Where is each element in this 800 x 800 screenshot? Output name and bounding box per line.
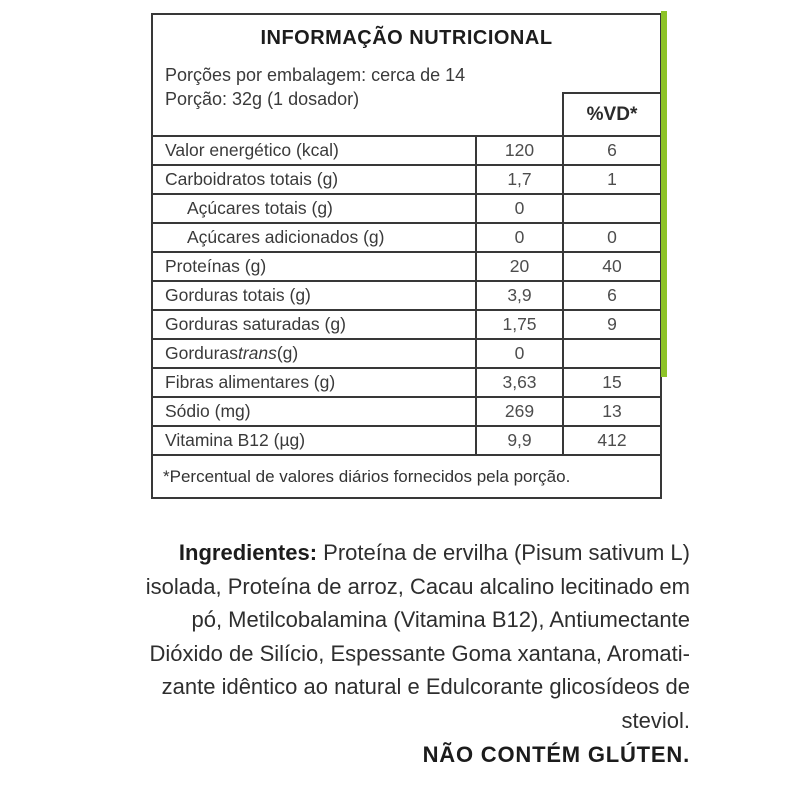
nutrient-name: Proteínas (g) xyxy=(165,256,267,276)
nutrient-amount: 1,75 xyxy=(475,311,562,338)
nutrient-dv: 412 xyxy=(562,427,660,454)
nutrient-row: Sódio (mg) 269 13 xyxy=(153,396,660,425)
nutrient-name: Sódio (mg) xyxy=(165,401,251,421)
nutrient-dv: 40 xyxy=(562,253,660,280)
nutrient-name: Gorduras totais (g) xyxy=(165,285,311,305)
nutrient-row: Gorduras totais (g) 3,9 6 xyxy=(153,280,660,309)
nutrient-row: Carboidratos totais (g) 1,7 1 xyxy=(153,164,660,193)
nutrient-name: Valor energético (kcal) xyxy=(165,140,339,160)
ingredients-line: zante idêntico ao natural e Edulcorante … xyxy=(161,674,690,699)
servings-per-package: Porções por embalagem: cerca de 14 xyxy=(165,65,466,85)
serving-size: Porção: 32g (1 dosador) xyxy=(165,89,360,109)
serving-info: Porções por embalagem: cerca de 14 Porçã… xyxy=(165,63,465,111)
nutrient-dv: 0 xyxy=(562,224,660,251)
daily-value-footnote: *Percentual de valores diários fornecido… xyxy=(153,454,660,497)
ingredients-line: steviol. xyxy=(621,707,690,733)
nutrient-row: Gorduras trans (g) 0 xyxy=(153,338,660,367)
nutrient-dv: 9 xyxy=(562,311,660,338)
nutrient-row: Vitamina B12 (µg) 9,9 412 xyxy=(153,425,660,454)
nutrient-row: Proteínas (g) 20 40 xyxy=(153,251,660,280)
nutrient-row: Gorduras saturadas (g) 1,75 9 xyxy=(153,309,660,338)
nutrient-name-part: (g) xyxy=(276,343,299,363)
nutrient-amount: 3,63 xyxy=(475,369,562,396)
nutrient-dv xyxy=(562,340,660,367)
nutrient-row: Valor energético (kcal) 120 6 xyxy=(153,135,660,164)
nutrient-dv xyxy=(562,195,660,222)
nutrient-name: Vitamina B12 (µg) xyxy=(165,430,306,450)
nutrient-dv: 13 xyxy=(562,398,660,425)
nutrient-name: Açúcares totais (g) xyxy=(187,198,333,218)
nutrient-name-italic: trans xyxy=(237,343,277,363)
ingredients-lead: Ingredientes: xyxy=(178,540,318,565)
nutrient-amount: 1,7 xyxy=(475,166,562,193)
nutrient-name-part: Gorduras xyxy=(165,343,238,363)
nutrient-dv: 6 xyxy=(562,282,660,309)
nutrient-amount: 9,9 xyxy=(475,427,562,454)
nutrition-table: INFORMAÇÃO NUTRICIONAL Porções por embal… xyxy=(151,13,662,499)
nutrient-dv: 1 xyxy=(562,166,660,193)
nutrient-name: Gorduras saturadas (g) xyxy=(165,314,346,334)
nutrient-row: Fibras alimentares (g) 3,63 15 xyxy=(153,367,660,396)
ingredients-line: Ingredientes: Proteína de ervilha (Pisum… xyxy=(60,536,690,570)
nutrient-amount: 0 xyxy=(475,224,562,251)
ingredients-paragraph: Ingredientes: Proteína de ervilha (Pisum… xyxy=(60,536,690,772)
nutrient-row: Açúcares totais (g) 0 xyxy=(153,193,660,222)
nutrient-name: Fibras alimentares (g) xyxy=(165,372,336,392)
nutrient-dv: 15 xyxy=(562,369,660,396)
table-header: INFORMAÇÃO NUTRICIONAL Porções por embal… xyxy=(153,15,660,135)
nutrient-row: Açúcares adicionados (g) 0 0 xyxy=(153,222,660,251)
nutrient-name: Açúcares adicionados (g) xyxy=(187,227,385,247)
accent-stripe xyxy=(661,11,667,377)
vd-column-header: %VD* xyxy=(562,92,660,135)
nutrient-amount: 120 xyxy=(475,137,562,164)
table-title: INFORMAÇÃO NUTRICIONAL xyxy=(260,27,553,49)
ingredients-text: Proteína de ervilha (Pisum sativum L) xyxy=(317,540,690,565)
ingredients-line: isolada, Proteína de arroz, Cacau alcali… xyxy=(145,573,690,599)
nutrient-name: Carboidratos totais (g) xyxy=(165,169,339,189)
nutrient-amount: 3,9 xyxy=(475,282,562,309)
nutrient-amount: 269 xyxy=(475,398,562,425)
nutrient-amount: 0 xyxy=(475,195,562,222)
nutrient-dv: 6 xyxy=(562,137,660,164)
nutrient-amount: 20 xyxy=(475,253,562,280)
gluten-free-statement: NÃO CONTÉM GLÚTEN. xyxy=(422,742,690,767)
nutrient-amount: 0 xyxy=(475,340,562,367)
ingredients-line: pó, Metilcobalamina (Vitamina B12), Anti… xyxy=(191,607,690,632)
nutrient-name: Gorduras trans (g) xyxy=(153,340,475,367)
ingredients-line: Dióxido de Silício, Espessante Goma xant… xyxy=(149,640,691,666)
